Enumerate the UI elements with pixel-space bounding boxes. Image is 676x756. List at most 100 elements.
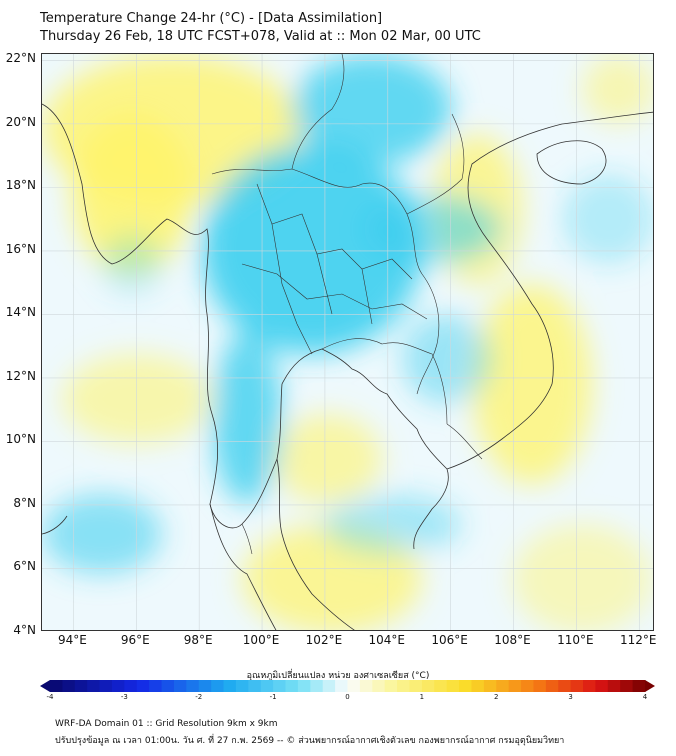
temperature-map — [42, 54, 653, 630]
colorbar-segment — [310, 680, 324, 692]
coastline-peninsula-west — [209, 503, 277, 630]
colorbar-segment — [632, 680, 646, 692]
border-thailand-malaysia — [241, 523, 253, 555]
coastline-gulf — [241, 348, 449, 550]
colorbar-segment — [446, 680, 460, 692]
lat-tick-label: 18°N — [5, 178, 36, 193]
lat-tick-label: 20°N — [5, 114, 36, 129]
colorbar-tick-label: 2 — [494, 693, 499, 701]
colorbar-segment — [50, 680, 63, 692]
colorbar-segment — [397, 680, 410, 692]
lat-tick-label: 22°N — [5, 51, 36, 66]
border-thailand-laos — [211, 168, 440, 395]
colorbar-segment — [558, 680, 572, 692]
colorbar-segment — [285, 680, 299, 692]
colorbar-segment — [248, 680, 262, 692]
lat-tick-label: 12°N — [5, 368, 36, 383]
cooling-area — [292, 54, 452, 164]
colorbar-segment — [87, 680, 101, 692]
colorbar-segment — [483, 680, 497, 692]
colorbar-segment — [198, 680, 212, 692]
chart-title: Temperature Change 24-hr (°C) - [Data As… — [40, 11, 383, 26]
colorbar — [40, 680, 655, 692]
colorbar-segment — [359, 680, 373, 692]
colorbar-segment — [496, 680, 510, 692]
warming-area — [272, 414, 382, 504]
colorbar-tick-label: 1 — [419, 693, 425, 701]
colorbar-tick-label: -4 — [46, 693, 54, 701]
colorbar-segment — [223, 680, 237, 692]
colorbar-segment — [273, 680, 287, 692]
colorbar-segment — [74, 680, 88, 692]
colorbar-segment — [335, 680, 348, 692]
lon-tick-label: 104°E — [368, 633, 406, 647]
footer-credit: ปรับปรุงข้อมูล ณ เวลา 01:00น. วัน ศ. ที่… — [55, 736, 565, 746]
colorbar-segment — [260, 680, 274, 692]
province-lines-a — [256, 183, 413, 280]
chart-subtitle: Thursday 26 Feb, 18 UTC FCST+078, Valid … — [40, 29, 481, 44]
colorbar-tick-label: -2 — [195, 693, 203, 701]
lon-tick-label: 106°E — [431, 633, 468, 647]
lon-tick-label: 96°E — [120, 633, 150, 647]
colorbar-title: อุณหภูมิเปลี่ยนแปลง หน่วย องศาเซลเซียส (… — [246, 671, 430, 681]
cooling-area — [212, 334, 282, 504]
colorbar-segment — [136, 680, 150, 692]
warming-area — [62, 354, 212, 444]
coastline-peninsula-east — [276, 458, 355, 630]
province-lines-b — [241, 263, 428, 320]
colorbar-segment — [471, 680, 485, 692]
map-panel — [41, 53, 654, 631]
lon-tick-label: 108°E — [494, 633, 531, 647]
lon-tick-label: 94°E — [57, 633, 87, 647]
colorbar-segment — [421, 680, 435, 692]
colorbar-segment — [173, 680, 187, 692]
colorbar-segment — [111, 680, 125, 692]
colorbar-segment — [297, 680, 311, 692]
colorbar-segment — [186, 680, 200, 692]
cooling-area — [42, 494, 162, 574]
colorbar-tick-label: 4 — [642, 693, 648, 701]
colorbar-segment — [322, 680, 336, 692]
border-laos-vietnam — [406, 113, 465, 215]
coastline-hainan — [536, 140, 607, 185]
warming-area — [72, 114, 192, 274]
lon-tick-label: 98°E — [183, 633, 213, 647]
colorbar-segment — [384, 680, 398, 692]
colorbar-segment — [211, 680, 225, 692]
colorbar-segment — [508, 680, 522, 692]
cooling-area — [202, 144, 422, 354]
cooling-area — [562, 174, 653, 264]
colorbar-min-arrow — [40, 680, 50, 692]
colorbar-segment — [607, 680, 621, 692]
border-myanmar-laos — [291, 54, 345, 170]
colorbar-segment — [434, 680, 448, 692]
lon-tick-label: 102°E — [305, 633, 343, 647]
colorbar-segment — [545, 680, 559, 692]
colorbar-segment — [235, 680, 249, 692]
warming-area — [472, 284, 592, 484]
colorbar-segment — [149, 680, 163, 692]
colorbar-segment — [620, 680, 634, 692]
cooling-area — [322, 494, 462, 554]
colorbar-segment — [62, 680, 76, 692]
colorbar-segment — [533, 680, 547, 692]
border-thailand-cambodia — [321, 338, 448, 425]
province-lines-c — [271, 223, 373, 355]
cooling-area — [402, 314, 492, 404]
colorbar-segment — [409, 680, 423, 692]
coastline-vietnam — [446, 111, 653, 470]
colorbar-segment — [595, 680, 609, 692]
cooling-area — [102, 234, 162, 294]
colorbar-tick-label: -1 — [269, 693, 277, 701]
coastline-sumatra — [42, 515, 68, 535]
lat-tick-label: 10°N — [5, 432, 36, 447]
colorbar-segment — [372, 680, 386, 692]
footer-model-info: WRF-DA Domain 01 :: Grid Resolution 9km … — [55, 719, 278, 729]
lat-tick-label: 4°N — [13, 623, 36, 637]
lon-tick-label: 110°E — [557, 633, 594, 647]
colorbar-segment — [521, 680, 534, 692]
warming-area — [582, 54, 653, 124]
lon-tick-label: 100°E — [242, 633, 280, 647]
warming-area — [512, 524, 652, 630]
lat-tick-label: 16°N — [5, 241, 36, 256]
